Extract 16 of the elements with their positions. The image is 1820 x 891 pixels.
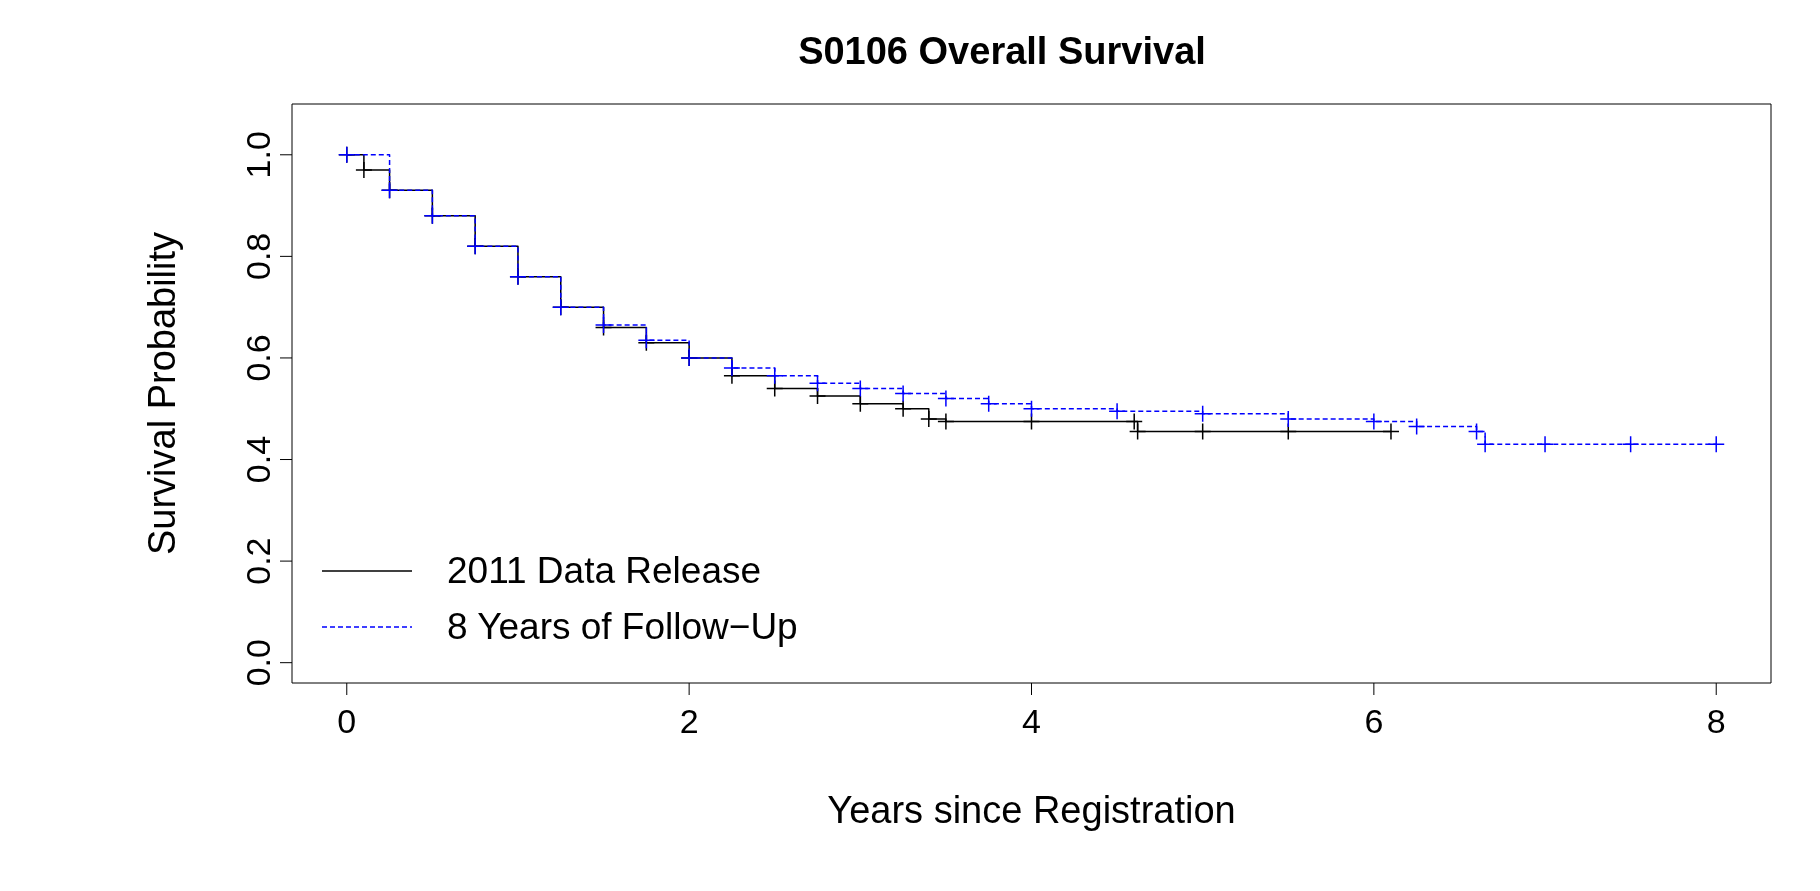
y-tick-label: 1.0 xyxy=(239,131,277,179)
y-tick-label: 0.6 xyxy=(239,334,277,382)
y-axis-title: Survival Probability xyxy=(141,231,184,556)
legend-label: 2011 Data Release xyxy=(447,550,762,592)
x-tick-label: 8 xyxy=(1706,702,1726,741)
x-axis-title: Years since Registration xyxy=(827,789,1236,831)
x-tick-label: 0 xyxy=(337,702,357,741)
chart-title: S0106 Overall Survival xyxy=(797,30,1207,73)
y-tick-label: 0.2 xyxy=(239,537,277,585)
x-tick-label: 2 xyxy=(679,702,699,741)
y-tick-label: 0.8 xyxy=(239,232,277,280)
y-tick-label: 0.0 xyxy=(239,639,277,687)
y-tick-label: 0.4 xyxy=(239,435,277,484)
x-tick-label: 4 xyxy=(1022,702,1041,741)
x-tick-label: 6 xyxy=(1364,702,1384,741)
legend-label: 8 Years of Follow−Up xyxy=(447,606,798,648)
